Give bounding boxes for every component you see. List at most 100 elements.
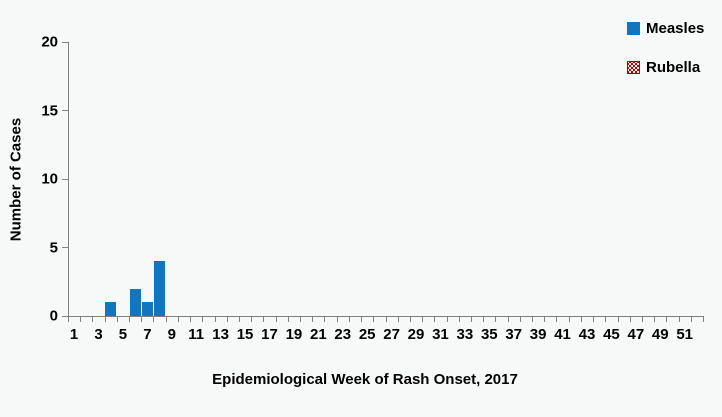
x-axis-tick bbox=[116, 316, 118, 322]
x-axis-tick-label: 31 bbox=[432, 326, 449, 343]
x-axis-tick bbox=[703, 316, 704, 322]
x-axis-title: Epidemiological Week of Rash Onset, 2017 bbox=[212, 371, 518, 388]
x-axis-tick bbox=[129, 316, 131, 322]
x-axis-tick bbox=[568, 316, 570, 322]
bar-measles-week-6 bbox=[129, 288, 141, 316]
x-axis-tick bbox=[68, 316, 69, 322]
x-axis-tick bbox=[556, 316, 558, 322]
y-axis-line bbox=[68, 42, 69, 317]
plot-area: 1 3 5 7 9 11 13 15 17 19 21 23 25 27 29 31 33 35 37 39 41 43 4… bbox=[41, 34, 704, 343]
legend-item-rubella: Rubella bbox=[627, 59, 704, 76]
x-axis-tick bbox=[287, 316, 289, 322]
x-axis-tick-label: 49 bbox=[651, 326, 669, 343]
x-axis-tick bbox=[483, 316, 485, 322]
x-axis-tick bbox=[275, 316, 277, 322]
x-axis-tick bbox=[348, 316, 350, 322]
x-axis-tick-label: 25 bbox=[358, 326, 376, 343]
y-axis-tick bbox=[62, 178, 68, 180]
x-axis-tick-label: 15 bbox=[236, 326, 254, 343]
x-axis-tick bbox=[397, 316, 399, 322]
x-axis-tick-label: 19 bbox=[285, 326, 303, 343]
x-axis-tick-label: 11 bbox=[188, 326, 205, 343]
x-axis-tick-label: 23 bbox=[334, 326, 352, 343]
x-axis-tick-label: 1 bbox=[69, 326, 79, 343]
x-axis-tick bbox=[617, 316, 619, 322]
x-axis-tick bbox=[226, 316, 228, 322]
x-axis-tick-label: 33 bbox=[456, 326, 474, 343]
x-axis-tick bbox=[373, 316, 375, 322]
x-axis-tick bbox=[654, 316, 656, 322]
x-axis-tick bbox=[495, 316, 497, 322]
x-axis-tick-label: 7 bbox=[143, 326, 152, 343]
x-axis-tick-label: 37 bbox=[505, 326, 523, 343]
bar-measles-week-7 bbox=[141, 302, 153, 316]
x-axis-tick bbox=[153, 316, 155, 322]
x-axis-tick bbox=[214, 316, 216, 322]
y-axis-tick-label: 20 bbox=[41, 33, 58, 51]
y-axis-tick bbox=[62, 247, 68, 248]
y-axis-tick-label: 15 bbox=[41, 102, 58, 119]
x-axis-tick-label: 5 bbox=[118, 326, 128, 343]
bar-measles-week-8 bbox=[154, 261, 166, 316]
x-axis-tick bbox=[300, 316, 302, 322]
x-axis-tick bbox=[666, 316, 668, 322]
x-axis-tick bbox=[104, 316, 106, 322]
x-axis-tick bbox=[190, 316, 192, 322]
x-axis-tick bbox=[507, 316, 509, 322]
x-axis-tick bbox=[312, 316, 314, 322]
x-axis-tick-label: 21 bbox=[309, 326, 327, 343]
y-axis-tick-label: 10 bbox=[41, 170, 58, 188]
x-axis-tick-label: 17 bbox=[261, 326, 278, 343]
x-axis-tick bbox=[641, 316, 643, 322]
x-axis-tick-label: 29 bbox=[407, 326, 425, 343]
bar-measles-week-4 bbox=[105, 302, 117, 316]
x-axis-tick bbox=[544, 316, 546, 322]
legend-label-rubella: Rubella bbox=[646, 59, 701, 76]
x-axis-tick bbox=[434, 316, 436, 322]
x-axis-tick-label: 27 bbox=[383, 326, 400, 343]
x-axis-tick bbox=[80, 316, 82, 322]
x-axis-tick bbox=[446, 316, 448, 322]
x-axis-tick-label: 43 bbox=[578, 326, 596, 343]
x-axis-tick bbox=[141, 316, 143, 322]
x-axis-tick bbox=[361, 316, 363, 322]
x-axis-tick bbox=[238, 316, 240, 322]
x-axis-tick-label: 35 bbox=[480, 326, 498, 343]
x-axis-tick bbox=[678, 316, 680, 322]
x-axis-tick bbox=[470, 316, 472, 322]
rubella-legend-swatch-icon bbox=[627, 61, 640, 74]
x-axis-tick bbox=[324, 316, 326, 322]
x-axis-tick bbox=[605, 316, 607, 322]
x-axis-tick bbox=[690, 316, 692, 322]
x-axis-tick bbox=[263, 316, 265, 322]
x-axis-tick-label: 41 bbox=[554, 326, 571, 343]
x-axis-tick bbox=[409, 316, 411, 322]
x-axis-tick-label: 9 bbox=[167, 326, 176, 343]
y-axis-tick bbox=[62, 110, 68, 111]
legend-item-measles: Measles bbox=[627, 20, 704, 37]
x-axis-tick bbox=[92, 316, 94, 322]
x-axis-tick bbox=[580, 316, 582, 322]
x-axis-tick-label: 13 bbox=[212, 326, 229, 343]
y-axis-tick bbox=[62, 41, 68, 43]
x-axis-tick-label: 45 bbox=[603, 326, 620, 343]
x-axis-tick bbox=[629, 316, 631, 322]
x-axis-tick bbox=[336, 316, 338, 322]
legend: Measles Rubella bbox=[627, 20, 704, 98]
legend-label-measles: Measles bbox=[646, 20, 705, 37]
x-axis-tick bbox=[202, 316, 204, 322]
measles-legend-swatch-icon bbox=[627, 22, 640, 35]
x-axis-tick bbox=[385, 316, 387, 322]
x-axis-tick bbox=[593, 316, 595, 322]
y-axis-tick-label: 0 bbox=[49, 307, 58, 325]
x-axis-tick bbox=[532, 316, 534, 322]
x-axis-tick bbox=[519, 316, 521, 322]
x-axis-tick-label: 39 bbox=[529, 326, 547, 343]
x-axis-tick bbox=[177, 316, 179, 322]
y-axis-tick bbox=[62, 315, 68, 317]
x-axis-tick-label: 3 bbox=[94, 326, 103, 343]
x-axis-tick-label: 47 bbox=[627, 326, 645, 343]
y-axis-tick-label: 5 bbox=[49, 239, 58, 256]
x-axis-tick-label: 51 bbox=[676, 326, 694, 343]
